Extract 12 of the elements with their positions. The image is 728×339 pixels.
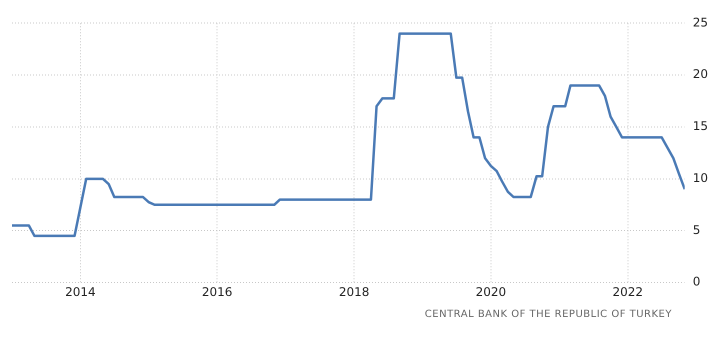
x-tick-label: 2018 <box>338 284 370 299</box>
x-tick-label: 2020 <box>476 284 506 299</box>
y-tick-label: 10 <box>692 170 708 185</box>
x-tick-label: 2014 <box>65 284 96 299</box>
y-tick-label: 15 <box>692 119 708 134</box>
x-tick-label: 2016 <box>202 284 232 299</box>
y-tick-label: 0 <box>692 274 700 289</box>
y-tick-label: 5 <box>692 222 700 237</box>
y-tick-label: 25 <box>692 15 708 30</box>
text: CENTRAL BANK OF THE REPUBLIC OF TURKEY <box>424 309 673 320</box>
y-tick-label: 20 <box>692 67 708 82</box>
x-tick-label: 2022 <box>612 284 644 299</box>
